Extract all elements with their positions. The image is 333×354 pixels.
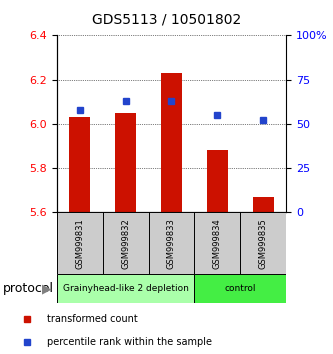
Bar (57, 274, 194, 303)
Text: ▶: ▶ (42, 282, 51, 295)
Text: Grainyhead-like 2 depletion: Grainyhead-like 2 depletion (63, 284, 188, 293)
Bar (69, 117, 90, 212)
Text: transformed count: transformed count (47, 314, 138, 325)
Text: GDS5113 / 10501802: GDS5113 / 10501802 (92, 12, 241, 27)
Text: protocol: protocol (3, 282, 54, 295)
Bar (253, 197, 274, 212)
Bar (194, 274, 286, 303)
Bar (161, 73, 182, 212)
Text: percentile rank within the sample: percentile rank within the sample (47, 337, 211, 348)
Bar (115, 113, 136, 212)
Text: GSM999835: GSM999835 (259, 218, 268, 269)
Text: GSM999834: GSM999834 (213, 218, 222, 269)
Bar (207, 150, 228, 212)
Text: GSM999831: GSM999831 (75, 218, 84, 269)
Text: GSM999833: GSM999833 (167, 218, 176, 269)
Text: GSM999832: GSM999832 (121, 218, 130, 269)
Text: control: control (225, 284, 256, 293)
